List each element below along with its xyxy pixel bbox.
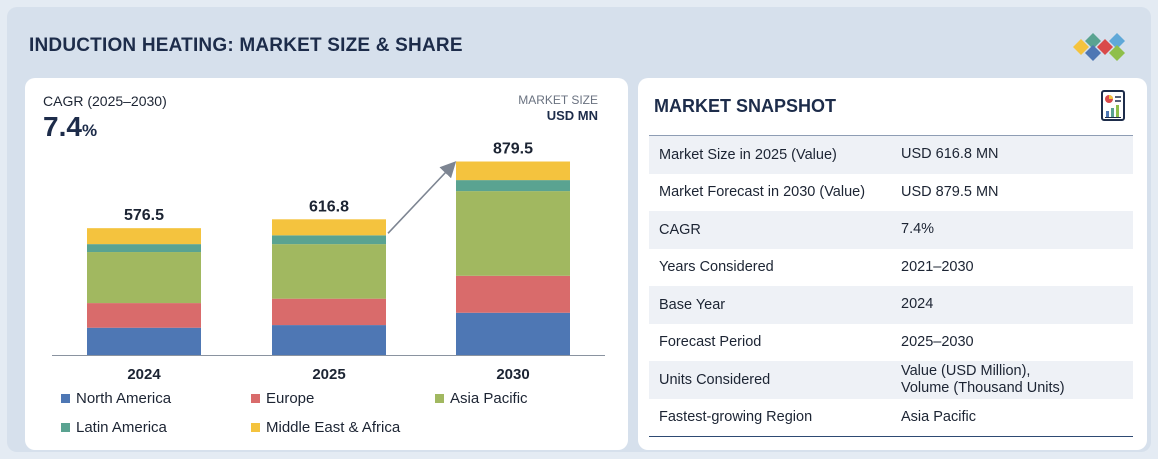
legend-label: Middle East & Africa: [266, 419, 401, 436]
bar-segment-2024-latin-america: [87, 244, 201, 253]
bar-segment-2024-europe: [87, 303, 201, 328]
snapshot-row: Forecast Period 2025–2030: [649, 323, 1133, 361]
bar-total-label-2025: 616.8: [309, 198, 349, 215]
snapshot-row-label: CAGR: [649, 211, 891, 249]
legend-swatch: [61, 394, 70, 403]
bar-segment-2025-europe: [272, 298, 386, 326]
bar-total-label-2030: 879.5: [493, 141, 533, 158]
cagr-percent-sign: %: [81, 121, 98, 140]
legend-swatch: [251, 423, 260, 432]
legend-swatch: [435, 394, 444, 403]
snapshot-row: Units Considered Value (USD Million), Volu…: [649, 361, 1133, 399]
stacked-bar-chart: 576.5 2024 616.8 2025 879.5 2030: [52, 141, 605, 383]
snapshot-row-value: 2025–2030: [891, 323, 1133, 361]
legend-item-latin-america: Latin America: [61, 419, 167, 436]
snapshot-row-label: Forecast Period: [649, 323, 891, 361]
legend-swatch: [251, 394, 260, 403]
bar-segment-2025-north-america: [272, 325, 386, 355]
snapshot-table: Market Size in 2025 (Value) USD 616.8 MN M…: [649, 135, 1133, 437]
snapshot-row-label: Years Considered: [649, 248, 891, 286]
snapshot-row-value: USD 879.5 MN: [891, 173, 1133, 211]
bar-segment-2024-middle-east-africa: [87, 228, 201, 245]
snapshot-row-value: 2024: [891, 286, 1133, 324]
legend-item-europe: Europe: [251, 390, 314, 407]
snapshot-row: Years Considered 2021–2030: [649, 248, 1133, 286]
x-tick-label-2025: 2025: [312, 366, 345, 383]
snapshot-row-label: Base Year: [649, 286, 891, 324]
x-tick-label-2030: 2030: [496, 366, 529, 383]
snapshot-row: CAGR 7.4%: [649, 211, 1133, 249]
legend-item-asia-pacific: Asia Pacific: [435, 390, 528, 407]
legend-label: Asia Pacific: [450, 390, 528, 407]
snapshot-row-value: 2021–2030: [891, 248, 1133, 286]
snapshot-row-value: Value (USD Million), Volume (Thousand Uni…: [891, 361, 1133, 399]
legend-item-middle-east-africa: Middle East & Africa: [251, 419, 400, 436]
bar-segment-2025-middle-east-africa: [272, 219, 386, 236]
snapshot-row-value: USD 616.8 MN: [891, 135, 1133, 174]
growth-arrow: [387, 161, 457, 234]
bar-segment-2030-latin-america: [456, 180, 570, 192]
cagr-number: 7.4: [43, 111, 82, 142]
bar-segment-2025-asia-pacific: [272, 244, 386, 299]
legend-swatch: [61, 423, 70, 432]
bar-segment-2030-asia-pacific: [456, 191, 570, 276]
x-tick-label-2024: 2024: [127, 366, 161, 383]
snapshot-row-label: Units Considered: [649, 361, 891, 399]
snapshot-row: Base Year 2024: [649, 286, 1133, 324]
legend-label: Latin America: [76, 419, 167, 436]
legend-label: North America: [76, 390, 172, 407]
bar-segment-2030-europe: [456, 275, 570, 313]
snapshot-row: Market Forecast in 2030 (Value) USD 879.5…: [649, 173, 1133, 211]
snapshot-row-value: Asia Pacific: [891, 398, 1133, 437]
page-title: INDUCTION HEATING: MARKET SIZE & SHARE: [29, 35, 463, 56]
report-document-icon: [1101, 90, 1125, 121]
snapshot-row-value: 7.4%: [891, 211, 1133, 249]
snapshot-row-label: Market Size in 2025 (Value): [649, 135, 891, 174]
cagr-label: CAGR (2025–2030): [43, 93, 167, 109]
infographic-frame: INDUCTION HEATING: MARKET SIZE & SHARE C…: [7, 7, 1151, 452]
snapshot-row-label: Fastest-growing Region: [649, 398, 891, 437]
market-size-chart-card: CAGR (2025–2030) 7.4% MARKET SIZE USD MN…: [25, 78, 628, 450]
bar-total-label-2024: 576.5: [124, 207, 164, 224]
diamond-logo-icon: [1073, 33, 1125, 61]
snapshot-title: MARKET SNAPSHOT: [654, 96, 837, 116]
snapshot-row: Market Size in 2025 (Value) USD 616.8 MN: [649, 135, 1133, 174]
market-size-unit: USD MN: [546, 108, 598, 123]
legend-label: Europe: [266, 390, 315, 407]
market-snapshot-card: MARKET SNAPSHOT Market Size in 2025 (Val…: [638, 78, 1147, 450]
bar-segment-2024-asia-pacific: [87, 252, 201, 304]
market-size-label: MARKET SIZE: [518, 93, 598, 107]
bar-segment-2030-middle-east-africa: [456, 161, 570, 181]
legend-item-north-america: North America: [61, 390, 171, 407]
bar-segment-2024-north-america: [87, 327, 201, 355]
bar-segment-2030-north-america: [456, 312, 570, 355]
snapshot-row-label: Market Forecast in 2030 (Value): [649, 173, 891, 211]
bar-segment-2025-latin-america: [272, 235, 386, 245]
cagr-value: 7.4%: [43, 111, 97, 143]
snapshot-row: Fastest-growing Region Asia Pacific: [649, 398, 1133, 437]
